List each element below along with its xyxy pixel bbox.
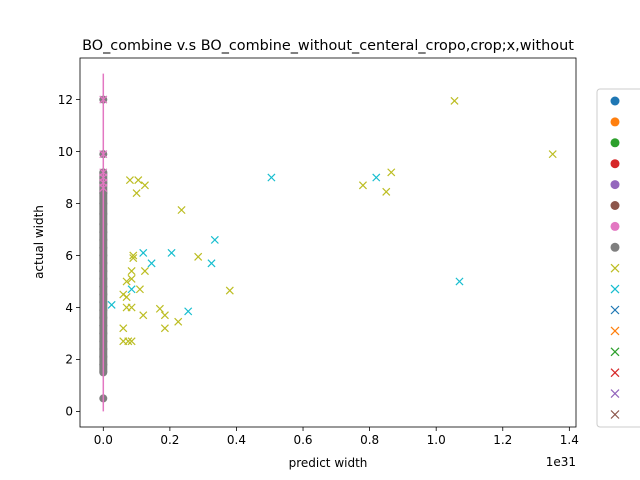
data-point	[139, 248, 148, 257]
data-point	[450, 96, 459, 105]
data-point	[267, 173, 276, 182]
data-point	[358, 181, 367, 190]
data-point	[119, 324, 128, 333]
y-tick-label: 6	[65, 249, 73, 263]
data-point	[225, 286, 234, 295]
legend-marker	[610, 180, 620, 190]
data-point	[207, 259, 216, 268]
data-point	[127, 303, 136, 312]
legend-marker	[610, 138, 620, 148]
data-point	[122, 277, 131, 286]
x-axis-label: predict width	[289, 456, 368, 470]
data-point	[194, 252, 203, 261]
legend-marker	[610, 326, 620, 336]
data-point	[122, 293, 131, 302]
data-point	[140, 267, 149, 276]
y-tick-label: 2	[65, 353, 73, 367]
data-point	[129, 251, 138, 260]
data-point	[160, 324, 169, 333]
x-tick-label: 1.0	[427, 433, 446, 447]
chart-title: BO_combine v.s BO_combine_without_center…	[82, 38, 574, 54]
x-tick-label: 0.0	[94, 433, 113, 447]
data-point	[124, 337, 133, 346]
legend-marker	[610, 389, 620, 399]
y-tick-label: 10	[58, 145, 73, 159]
y-axis-label: actual width	[32, 205, 46, 279]
legend-marker	[610, 242, 620, 252]
axes-frame	[79, 57, 577, 428]
data-point	[125, 176, 134, 185]
data-marks	[99, 73, 557, 412]
data-point	[372, 173, 381, 182]
legend-marker	[610, 117, 620, 127]
y-tick-label: 8	[65, 197, 73, 211]
x-tick-label: 0.2	[160, 433, 179, 447]
legend-marker	[610, 159, 620, 169]
data-point	[455, 277, 464, 286]
y-axis: 0 2 4 6 8 10 12	[58, 93, 80, 419]
x-axis-offset-label: 1e31	[546, 455, 576, 469]
data-point	[139, 311, 148, 320]
data-point	[127, 267, 136, 276]
x-axis: 0.0 0.2 0.4 0.6 0.8 1.0 1.2 1.4	[94, 427, 579, 447]
y-tick-label: 0	[65, 405, 73, 419]
legend-marker	[610, 96, 620, 106]
x-tick-label: 0.8	[360, 433, 379, 447]
data-point	[167, 248, 176, 257]
data-point	[548, 150, 557, 159]
legend-marker	[610, 221, 620, 231]
data-point	[160, 311, 169, 320]
legend-box	[596, 88, 640, 428]
legend-marker	[610, 201, 620, 210]
data-point	[134, 176, 143, 185]
x-tick-label: 0.6	[293, 433, 312, 447]
data-point	[140, 181, 149, 190]
data-point	[127, 285, 136, 294]
data-point	[155, 304, 164, 313]
legend-marker	[610, 410, 620, 419]
legend-marker	[610, 368, 620, 378]
data-point	[184, 307, 193, 316]
data-point	[135, 285, 144, 294]
legend-marker	[610, 284, 620, 294]
y-tick-label: 4	[65, 301, 73, 315]
legend	[596, 88, 640, 428]
x-tick-label: 1.2	[493, 433, 512, 447]
data-point	[132, 189, 141, 198]
data-point	[387, 168, 396, 177]
x-tick-label: 1.4	[560, 433, 579, 447]
y-tick-label: 12	[58, 93, 73, 107]
data-point	[174, 317, 183, 326]
data-point	[382, 187, 391, 196]
legend-marker	[610, 347, 620, 357]
data-point	[129, 254, 138, 263]
data-point	[210, 235, 219, 244]
legend-marker	[610, 305, 620, 315]
data-point	[127, 274, 136, 283]
data-point	[107, 300, 116, 309]
data-point	[127, 337, 136, 346]
data-point	[177, 205, 186, 215]
legend-marker	[610, 263, 620, 273]
data-point	[147, 259, 156, 268]
plot-area	[79, 57, 577, 428]
x-tick-label: 0.4	[227, 433, 246, 447]
